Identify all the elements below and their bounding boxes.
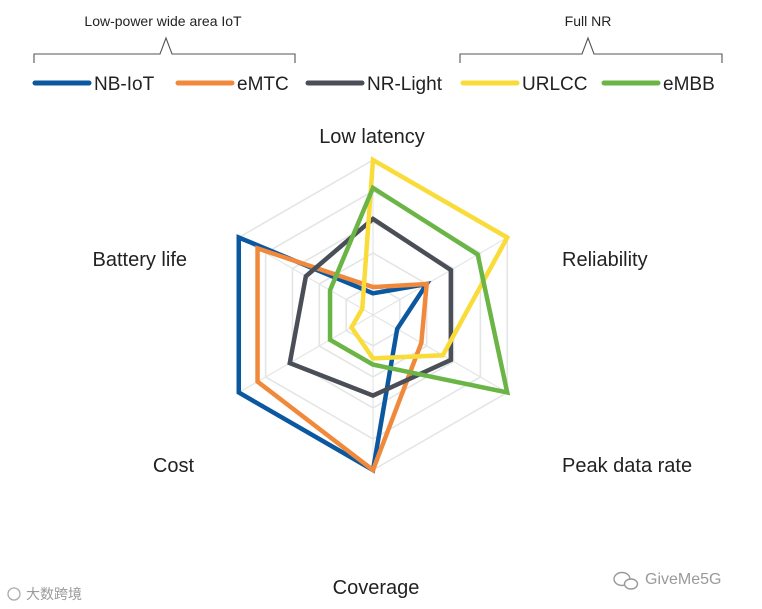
group-low-power: Low-power wide area IoT — [33, 13, 296, 63]
legend-item-emtc: eMTC — [175, 74, 289, 95]
legend-item-nb-iot: NB-IoT — [32, 74, 155, 95]
series-embb — [327, 184, 511, 396]
axis-label-coverage: Coverage — [333, 577, 420, 599]
watermark-left-icon — [7, 587, 21, 601]
legend: NB-IoT eMTC NR-Light URLCC eMBB — [32, 74, 715, 95]
legend-label-urlcc: URLCC — [522, 74, 587, 95]
series-nr-light — [287, 216, 454, 399]
legend-item-urlcc: URLCC — [460, 74, 587, 95]
axis-label-low-latency: Low latency — [319, 126, 425, 148]
watermark-left-text: 大数跨境 — [26, 586, 82, 602]
series-emtc — [255, 245, 430, 474]
brace-low-power — [33, 36, 296, 63]
legend-label-nb-iot: NB-IoT — [94, 74, 155, 95]
legend-item-embb: eMBB — [601, 74, 715, 95]
axis-label-battery-life: Battery life — [93, 249, 187, 271]
legend-label-embb: eMBB — [663, 74, 715, 95]
brace-full-nr — [459, 36, 723, 63]
radar-series — [236, 156, 511, 474]
axis-label-peak-data-rate: Peak data rate — [562, 455, 692, 477]
group-full-nr: Full NR — [459, 13, 723, 63]
legend-label-emtc: eMTC — [237, 74, 289, 95]
wechat-icon — [613, 571, 639, 590]
grid-spoke-1 — [372, 236, 508, 316]
group-label-low-power: Low-power wide area IoT — [84, 13, 242, 29]
watermark-left: 大数跨境 — [7, 586, 82, 602]
axis-label-reliability: Reliability — [562, 249, 648, 271]
series-urlcc — [348, 156, 511, 361]
legend-label-nr-light: NR-Light — [367, 74, 443, 95]
watermark-right-text: GiveMe5G — [645, 571, 721, 588]
watermark-right: GiveMe5G — [613, 571, 721, 590]
axis-label-cost: Cost — [153, 455, 195, 477]
axis-labels: Low latency Reliability Peak data rate Cove… — [93, 126, 693, 599]
legend-item-nr-light: NR-Light — [305, 74, 443, 95]
group-label-full-nr: Full NR — [565, 13, 612, 29]
